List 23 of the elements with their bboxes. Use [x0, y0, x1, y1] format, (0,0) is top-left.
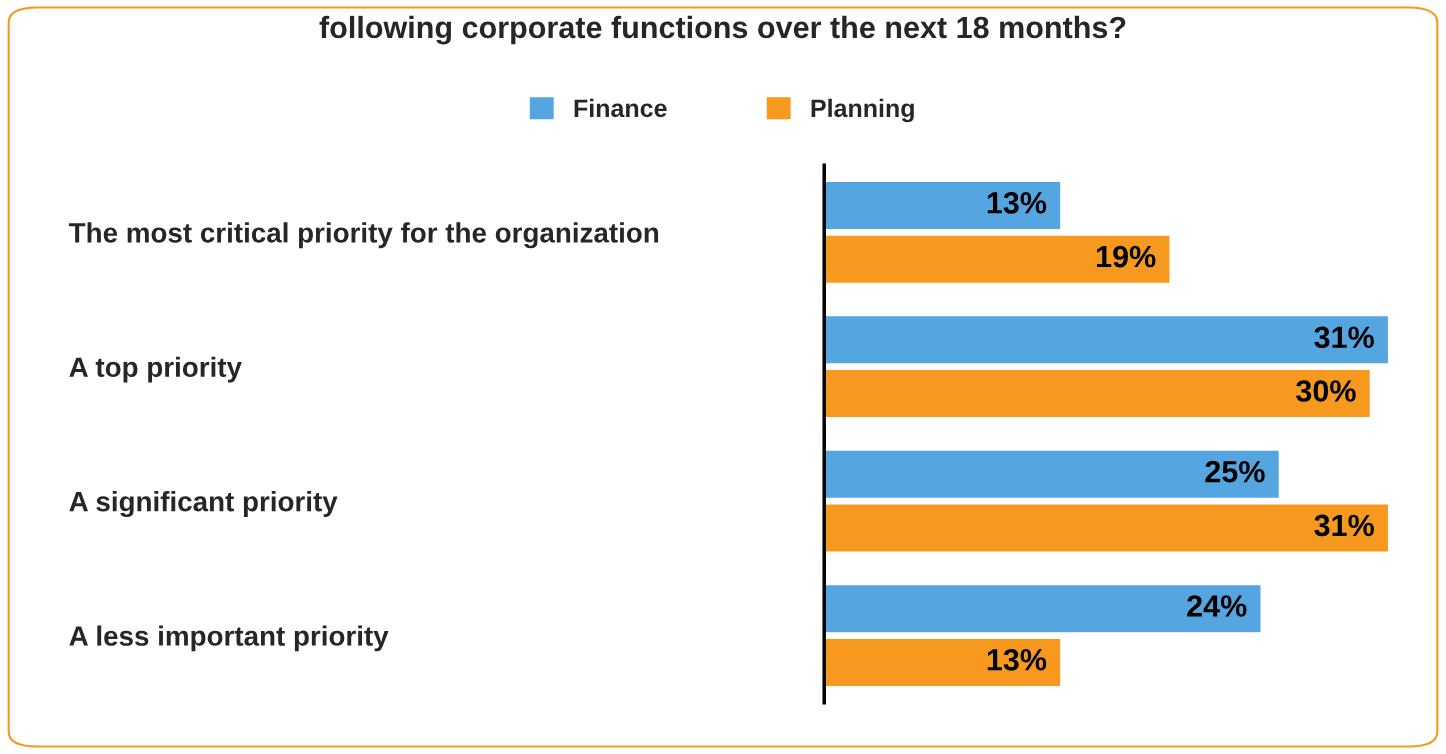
- chart-title: following corporate functions over the next 18 months?: [319, 15, 1126, 45]
- legend-label: Planning: [811, 98, 914, 123]
- bar: [824, 180, 1062, 231]
- y-tick-label: The most critical priority for the organization: [68, 222, 659, 249]
- legend-label: Finance: [574, 98, 667, 118]
- data-label: 30%: [1296, 380, 1356, 402]
- bar: [824, 449, 1281, 500]
- bar: [824, 234, 1171, 285]
- bar: [824, 314, 1390, 365]
- data-label: 31%: [1314, 326, 1374, 349]
- y-tick-label: A top priority: [69, 356, 242, 383]
- data-label: 24%: [1187, 595, 1247, 617]
- data-label: 13%: [987, 192, 1047, 214]
- bar: [824, 637, 1062, 688]
- data-label: 13%: [987, 648, 1047, 671]
- data-label: 19%: [1097, 245, 1156, 268]
- data-label: 25%: [1205, 460, 1265, 483]
- bar: [824, 503, 1390, 553]
- data-label: 31%: [1314, 514, 1374, 537]
- bar: [824, 368, 1372, 419]
- y-tick-label: A significant priority: [69, 491, 338, 518]
- bar: [824, 583, 1262, 634]
- y-tick-label: A less important priority: [69, 625, 389, 652]
